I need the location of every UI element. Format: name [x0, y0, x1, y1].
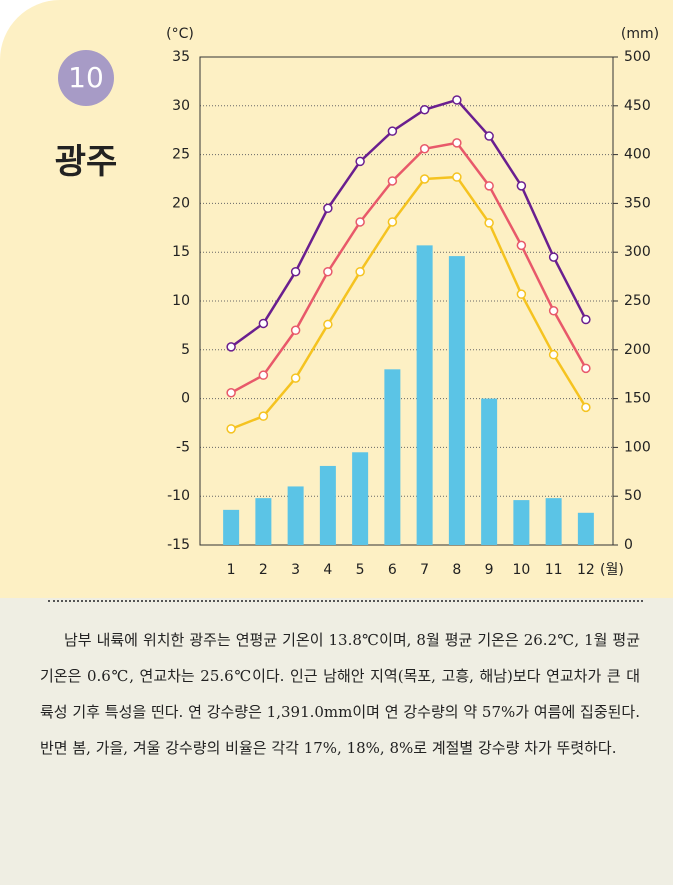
y2-axis-label: (mm): [621, 26, 659, 42]
y2-tick-label: 450: [624, 98, 651, 114]
bar: [416, 245, 433, 546]
y2-tick-label: 100: [624, 439, 651, 455]
x-tick-label: 11: [545, 562, 563, 578]
bar: [287, 486, 304, 545]
y2-tick-label: 0: [624, 537, 633, 553]
x-tick-label: 6: [388, 562, 397, 578]
bar: [384, 369, 401, 545]
x-tick-label: 10: [512, 562, 530, 578]
y-tick-label: -10: [167, 488, 190, 504]
marker: [581, 363, 591, 374]
text-panel: [0, 598, 673, 885]
marker: [290, 373, 301, 383]
marker: [548, 252, 559, 262]
y-axis-label: (°C): [166, 26, 194, 42]
marker: [484, 181, 494, 191]
marker: [452, 172, 462, 182]
marker: [290, 325, 301, 336]
x-tick-label: 7: [420, 562, 429, 578]
marker: [484, 131, 494, 141]
marker: [419, 143, 430, 154]
chart: (°C) (mm) (월) -15-10-5051015202530350501…: [166, 26, 659, 578]
y-tick-label: -5: [176, 439, 190, 455]
y-tick-label: 30: [172, 98, 190, 114]
divider: [48, 600, 643, 602]
marker: [419, 104, 430, 115]
bar: [352, 452, 369, 545]
y-tick-label: 0: [181, 391, 190, 407]
description: 남부 내륙에 위치한 광주는 연평균 기온이 13.8℃이며, 8월 평균 기온…: [40, 631, 640, 757]
marker: [258, 370, 269, 380]
y-tick-label: 5: [181, 342, 190, 358]
marker: [516, 240, 527, 251]
x-tick-label: 4: [323, 562, 332, 578]
y-tick-label: 35: [172, 49, 190, 65]
badge: 10: [58, 50, 114, 106]
marker: [258, 411, 269, 421]
bar: [319, 465, 336, 545]
marker: [387, 126, 398, 136]
bar: [513, 500, 530, 545]
x-tick-label: 1: [227, 562, 236, 578]
x-tick-label: 8: [452, 562, 461, 578]
marker: [226, 342, 236, 352]
marker: [387, 217, 398, 227]
y2-tick-label: 350: [624, 195, 651, 211]
marker: [581, 402, 591, 413]
marker: [290, 266, 301, 277]
y-tick-label: 20: [172, 195, 190, 211]
line: [230, 141, 587, 394]
x-tick-label: 3: [291, 562, 300, 578]
bar: [481, 398, 498, 545]
bar: [545, 498, 562, 545]
y-tick-label: -15: [167, 537, 190, 553]
line: [230, 175, 587, 431]
y2-tick-label: 400: [624, 147, 651, 163]
marker: [516, 181, 527, 191]
marker: [355, 266, 365, 277]
line: [230, 98, 587, 348]
marker: [323, 203, 333, 214]
x-tick-label: 9: [485, 562, 494, 578]
y2-tick-label: 250: [624, 293, 651, 309]
marker: [516, 289, 527, 299]
marker: [484, 218, 494, 228]
bar: [577, 512, 594, 545]
y2-tick-label: 150: [624, 391, 651, 407]
y2-tick-label: 200: [624, 342, 651, 358]
marker: [548, 306, 559, 316]
y-tick-label: 15: [172, 244, 190, 260]
x-tick-label: 5: [356, 562, 365, 578]
y2-tick-label: 500: [624, 49, 651, 65]
marker: [387, 176, 398, 186]
marker: [452, 95, 462, 105]
x-tick-label: 12: [577, 562, 595, 578]
marker: [581, 314, 591, 325]
x-tick-label: 2: [259, 562, 268, 578]
plot-frame: [199, 56, 614, 546]
y2-tick-label: 50: [624, 488, 642, 504]
marker: [323, 319, 333, 330]
marker: [323, 266, 333, 277]
city-title: 광주: [54, 142, 118, 182]
bar: [223, 509, 240, 545]
marker: [226, 387, 236, 398]
marker: [355, 156, 365, 167]
y2-tick-label: 300: [624, 244, 651, 260]
x-axis-unit: (월): [600, 562, 624, 578]
marker: [548, 349, 559, 360]
marker: [452, 138, 462, 148]
marker: [355, 217, 365, 227]
bar: [448, 256, 465, 545]
bar: [255, 498, 272, 545]
y-tick-label: 10: [172, 293, 190, 309]
y-tick-label: 25: [172, 147, 190, 163]
marker: [226, 424, 236, 434]
marker: [258, 318, 269, 329]
marker: [419, 174, 430, 184]
